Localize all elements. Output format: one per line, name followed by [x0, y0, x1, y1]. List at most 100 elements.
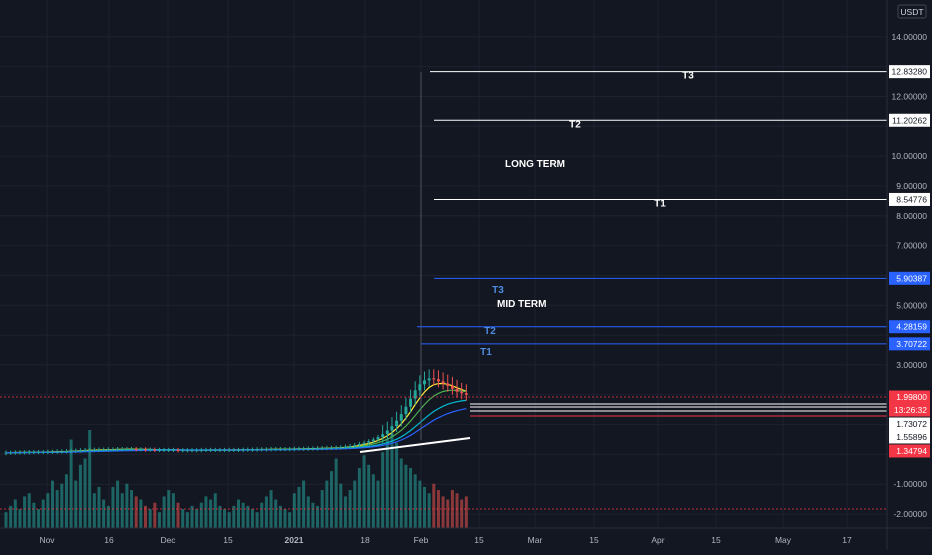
- candle-body: [64, 451, 68, 453]
- volume-bar: [223, 509, 227, 528]
- candle-body: [395, 420, 399, 427]
- volume-bar: [97, 486, 101, 528]
- volume-bar: [120, 493, 124, 528]
- volume-bar: [395, 442, 399, 528]
- volume-bar: [283, 509, 287, 528]
- mid-term-label-t3: T3: [492, 285, 504, 296]
- candle-body: [353, 445, 357, 447]
- candle-body: [311, 448, 315, 450]
- volume-bar: [376, 480, 380, 528]
- volume-bar: [246, 505, 250, 528]
- countdown-value: 13:26:32: [894, 405, 927, 415]
- candle-body: [195, 450, 199, 452]
- price-tick-label: 14.00000: [892, 32, 928, 42]
- volume-bar: [92, 493, 96, 528]
- candle-body: [404, 406, 408, 415]
- volume-bar: [125, 483, 129, 528]
- volume-bar: [278, 505, 282, 528]
- volume-bar: [418, 480, 422, 528]
- candle-body: [130, 449, 134, 451]
- volume-bar: [348, 490, 352, 528]
- candle-body: [232, 449, 236, 451]
- candle-body: [260, 449, 264, 451]
- candle-body: [60, 451, 64, 453]
- candle-body: [436, 379, 440, 382]
- volume-bar: [367, 464, 371, 528]
- candle-body: [334, 447, 338, 449]
- volume-bar: [306, 496, 310, 528]
- volume-bar: [4, 512, 8, 528]
- level-b-value: 1.55896: [896, 432, 927, 442]
- candle-body: [297, 448, 301, 450]
- candle-body: [125, 449, 129, 451]
- volume-bar: [343, 496, 347, 528]
- time-tick-label: May: [775, 535, 792, 545]
- candle-body: [450, 385, 454, 389]
- candle-body: [302, 448, 306, 450]
- volume-bar: [171, 493, 175, 528]
- long-term-price-badge: [889, 192, 930, 206]
- candle-body: [144, 449, 147, 451]
- candle-body: [218, 449, 222, 451]
- price-axis[interactable]: 14.00000 12.00000 10.00000 9.00000 8.00000 7.…: [886, 0, 930, 550]
- level-c-value: 1.34794: [896, 446, 927, 456]
- candle-body: [399, 414, 403, 421]
- candle-body: [13, 452, 17, 454]
- candle-body: [385, 430, 389, 435]
- volume-bar: [18, 509, 22, 528]
- mid-term-price-value: 4.28159: [896, 322, 927, 332]
- mid-term-label-t2: T2: [484, 326, 496, 337]
- volume-bar: [423, 486, 426, 528]
- candle-body: [255, 449, 259, 451]
- volume-bar: [292, 493, 296, 528]
- volume-bar: [399, 458, 403, 528]
- volume-bar: [195, 509, 199, 528]
- candle-body: [69, 450, 73, 452]
- volume-bar: [302, 480, 306, 528]
- volume-bar: [334, 458, 338, 528]
- candle-body: [120, 449, 124, 451]
- long-term-price-value: 12.83280: [892, 67, 928, 77]
- price-tick-label: 5.00000: [896, 300, 927, 310]
- candle-body: [441, 381, 445, 384]
- time-axis[interactable]: Nov 16 Dec 15 2021 18 Feb 15 Mar 15 Apr 15 May 17: [0, 527, 932, 545]
- candles: [4, 369, 468, 456]
- candle-body: [134, 449, 138, 451]
- candle-body: [306, 448, 310, 450]
- time-tick-label: Nov: [39, 535, 55, 545]
- level-c-badge: [889, 444, 930, 458]
- candle-body: [292, 448, 296, 450]
- volume-bar: [390, 433, 394, 528]
- volume-bar: [185, 512, 189, 528]
- currency-label: USDT: [900, 7, 923, 17]
- grid: [0, 0, 887, 528]
- candle-body: [464, 393, 468, 395]
- candle-body: [74, 450, 78, 452]
- candle-body: [320, 448, 324, 450]
- long-term-price-value: 11.20262: [892, 115, 927, 125]
- candle-body: [55, 451, 59, 453]
- candle-body: [250, 449, 254, 451]
- volume-bar: [78, 464, 82, 528]
- time-tick-label: Dec: [160, 535, 176, 545]
- candle-body: [357, 443, 361, 446]
- volume-bar: [339, 483, 343, 528]
- target-levels: [0, 71, 887, 510]
- candle-body: [209, 449, 213, 451]
- candle-body: [162, 449, 166, 451]
- volume-bar: [204, 496, 208, 528]
- volume-bar: [199, 502, 203, 528]
- time-tick-label: Feb: [414, 535, 429, 545]
- ema-line-30: [6, 408, 467, 454]
- volume-bar: [274, 499, 278, 528]
- volume-bar: [209, 499, 213, 528]
- volume-bar: [353, 480, 357, 528]
- candle-body: [111, 449, 115, 451]
- moving-averages: [6, 72, 471, 454]
- long-term-price-value: 8.54776: [896, 194, 927, 204]
- volume-bar: [260, 502, 264, 528]
- volume-bar: [316, 505, 320, 528]
- candle-body: [41, 452, 45, 454]
